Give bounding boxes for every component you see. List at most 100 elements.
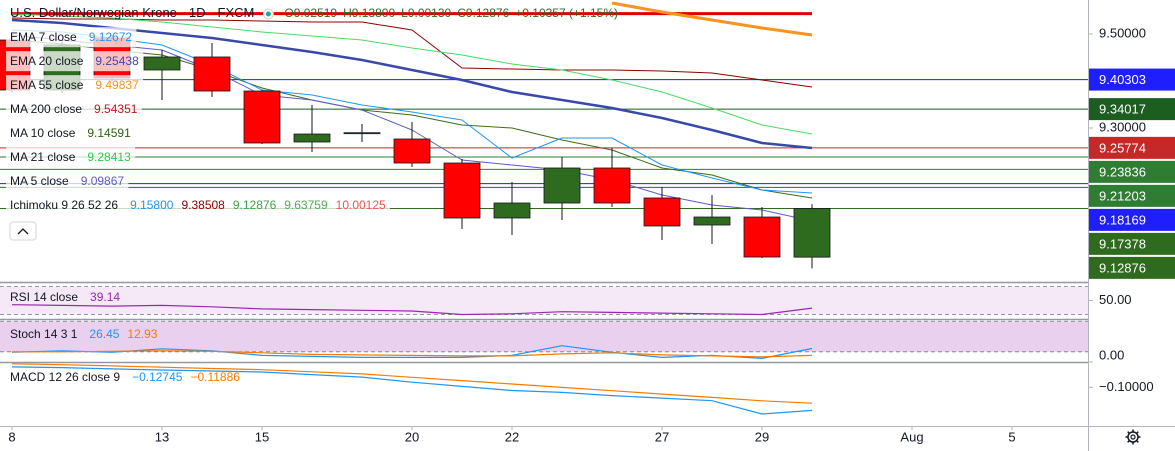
indicator-value: 9.09867 — [81, 174, 125, 188]
symbol-title: U.S. Dollar/Norwegian Krone — [10, 5, 177, 20]
indicator-value: 9.25438 — [95, 54, 139, 68]
candle-body — [293, 133, 331, 143]
ohlc-value: O9.02519 — [284, 6, 337, 20]
pane-name: Stoch 14 3 1 — [10, 327, 78, 341]
indicator-name: EMA 20 close — [10, 54, 84, 68]
legend-text: EMA 7 close 9.12672 — [10, 30, 132, 44]
pane-name: RSI 14 close — [10, 290, 78, 304]
indicator-line — [11, 13, 813, 135]
price-badge — [1089, 256, 1175, 279]
legend-text: MA 10 close 9.14591 — [10, 126, 131, 140]
indicator-line — [11, 17, 813, 88]
collapse-button[interactable] — [9, 221, 37, 241]
indicator-line — [11, 39, 813, 199]
indicator-panes — [0, 281, 1175, 415]
indicator-name: Ichimoku 9 26 52 26 — [10, 198, 118, 212]
indicator-line — [12, 350, 813, 358]
price-axis: 9.50000 9.30000 50.00 0.00 −0.10000 9.40303 9.… — [1088, 0, 1175, 451]
indicator-line — [11, 18, 813, 150]
candle-body — [143, 56, 181, 71]
candle-body — [593, 167, 631, 204]
settings-button[interactable] — [1125, 429, 1141, 445]
price-badge — [1089, 160, 1175, 183]
indicator-value: 9.49837 — [95, 78, 139, 92]
legend-row: EMA 7 close 9.12672 — [6, 27, 137, 48]
band — [0, 286, 1088, 315]
indicator-value: 9.12672 — [89, 30, 133, 44]
settings-gear-hub[interactable] — [1130, 434, 1136, 440]
legend-text: EMA 55 close 9.49837 — [10, 78, 139, 92]
indicator-value: 9.28413 — [87, 150, 131, 164]
price-badge — [1089, 232, 1175, 255]
pane-value: −0.12745 — [132, 370, 183, 384]
price-badge-label: 9.18169 — [1099, 212, 1146, 227]
pane-name: MACD 12 26 close 9 — [10, 370, 120, 384]
price-badge-label: 9.12876 — [1099, 260, 1146, 275]
legend-row: MA 5 close 9.09867 — [6, 171, 129, 192]
candle-body — [643, 197, 681, 227]
legend-row-background — [6, 75, 144, 96]
indicator-value: 9.15800 — [130, 198, 174, 212]
indicator-line — [11, 29, 813, 194]
candle-body — [393, 138, 431, 164]
collapse-button-box[interactable] — [9, 221, 37, 241]
ohlc-value: +0.10357 (+1.15%) — [515, 6, 618, 20]
indicator-name: MA 5 close — [10, 174, 69, 188]
price-badge-label: 9.34017 — [1099, 102, 1146, 117]
candle-body — [493, 202, 531, 219]
candle-body — [793, 208, 831, 258]
indicator-name: EMA 55 close — [10, 78, 84, 92]
legend: RSI 14 close 39.14 Stoch 14 3 1 26.45 12.93 M… — [6, 5, 618, 384]
legend-row-background — [6, 51, 144, 72]
legend-row: MA 21 close 9.28413 — [6, 147, 136, 168]
header: U.S. Dollar/Norwegian Krone 1D FXCM — [10, 5, 254, 20]
legend-row-background — [6, 171, 129, 192]
settings-gear[interactable] — [1127, 431, 1139, 443]
x-tick-label: 15 — [255, 429, 269, 444]
x-tick-label: 27 — [655, 429, 669, 444]
pane-legend: MACD 12 26 close 9 −0.12745 −0.11886 — [10, 370, 240, 384]
pane-value: 12.93 — [127, 327, 157, 341]
pane-value: 39.14 — [90, 290, 120, 304]
price-badge — [1089, 208, 1175, 231]
candle-body — [343, 132, 381, 135]
indicator-value: 10.00125 — [336, 198, 386, 212]
x-tick-label: 29 — [755, 429, 769, 444]
price-badge-label: 9.25774 — [1099, 140, 1146, 155]
indicator-line — [611, 1, 813, 37]
price-badge — [1089, 98, 1175, 121]
price-badge-label: 9.17378 — [1099, 236, 1146, 251]
ohlc-value: H9.13800 — [343, 6, 395, 20]
indicator-value: 9.38508 — [181, 198, 225, 212]
legend-row: EMA 55 close 9.49837 — [6, 75, 144, 96]
candle-body — [743, 216, 781, 258]
candle-body — [243, 90, 281, 144]
indicator-name: MA 10 close — [10, 126, 76, 140]
pane-value: −0.11886 — [190, 370, 240, 384]
price-badge-label: 9.21203 — [1099, 188, 1146, 203]
indicator-line — [11, 363, 813, 404]
price-badge-label: 9.23836 — [1099, 164, 1146, 179]
x-tick-label: Aug — [900, 429, 923, 444]
pane-value: 26.45 — [89, 327, 119, 341]
legend-row-background — [6, 195, 391, 216]
indicator-line — [11, 304, 813, 316]
indicator-value: 9.54351 — [94, 102, 138, 116]
legend-row-background — [6, 123, 136, 144]
source: FXCM — [218, 5, 255, 20]
collapse-icon[interactable] — [17, 228, 29, 235]
ohlc-value: C9.12876 — [457, 6, 509, 20]
ohlc-header: O9.02519 H9.13800 L9.00130 C9.12876 +0.10357… — [284, 6, 618, 20]
y-tick-label: 9.30000 — [1099, 119, 1146, 134]
settings-gear-teeth[interactable] — [1125, 429, 1141, 445]
y-tick-label: 50.00 — [1099, 292, 1132, 307]
price-badge — [1089, 184, 1175, 207]
indicator-name: MA 21 close — [10, 150, 76, 164]
price-badge-label: 9.40303 — [1099, 72, 1146, 87]
candle-body — [693, 216, 731, 226]
band — [0, 321, 1088, 352]
y-tick-label: 0.00 — [1099, 347, 1124, 362]
candle-body — [443, 162, 481, 219]
candle-body — [193, 56, 231, 92]
